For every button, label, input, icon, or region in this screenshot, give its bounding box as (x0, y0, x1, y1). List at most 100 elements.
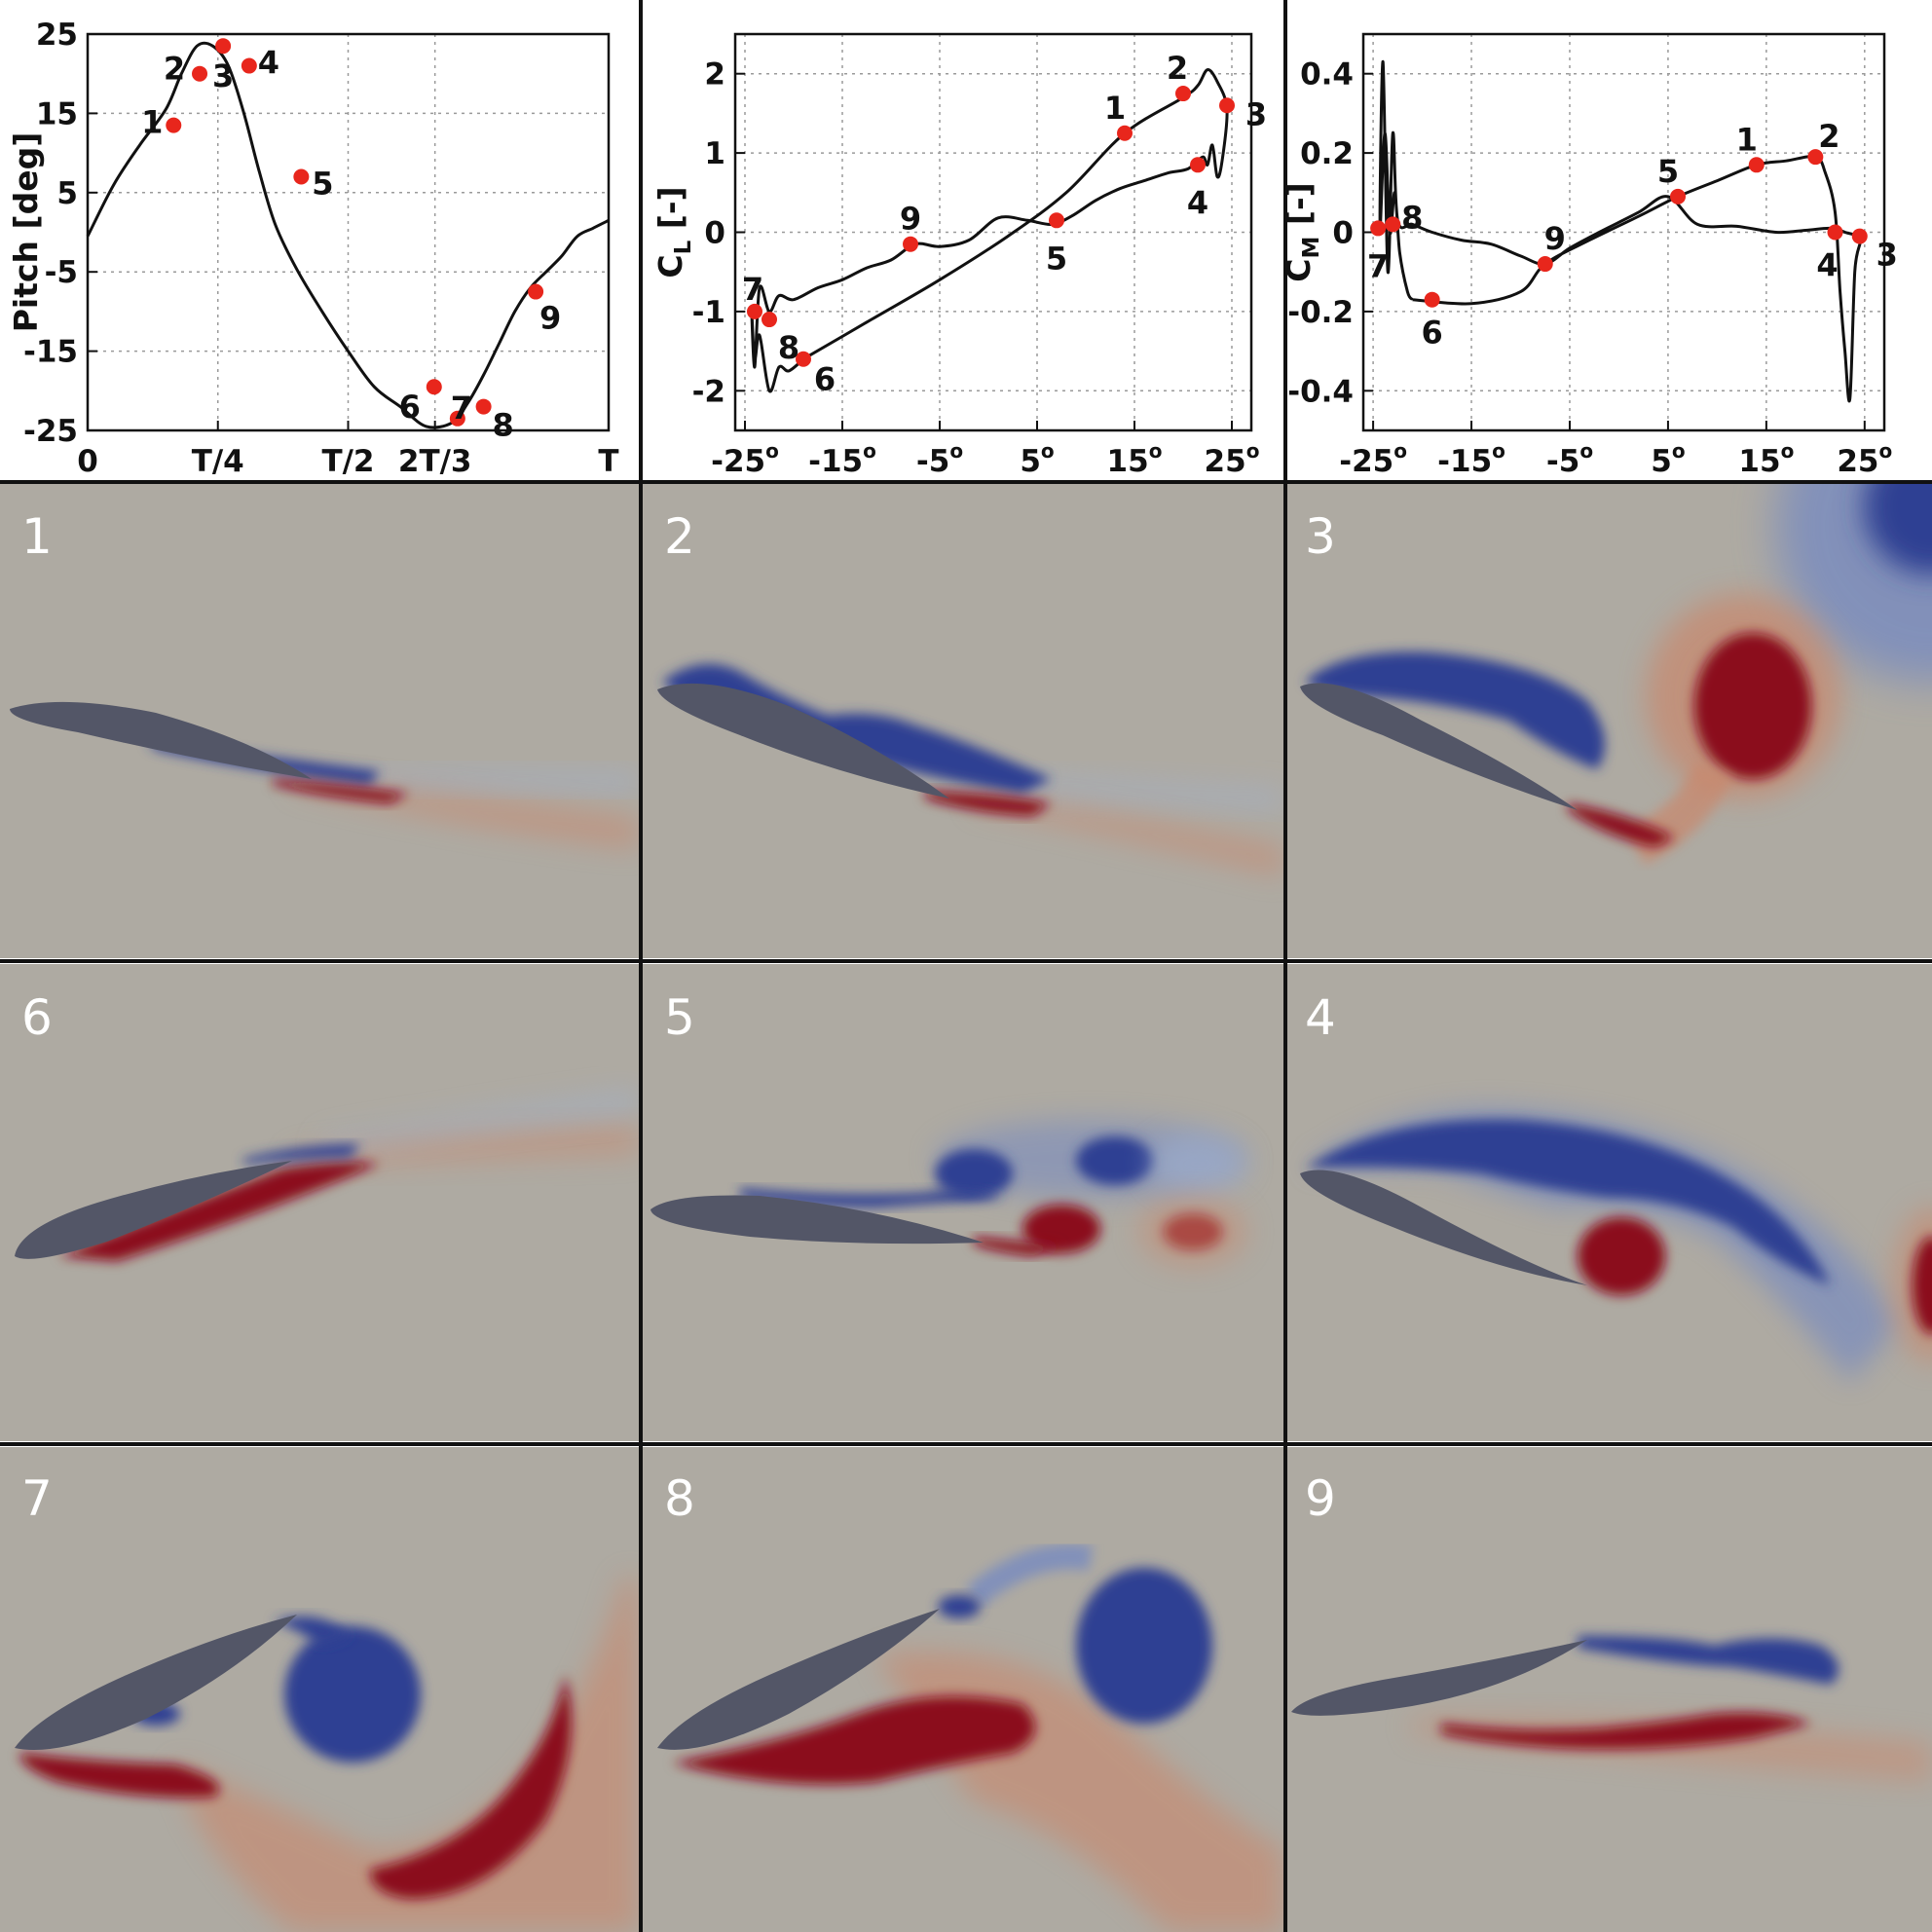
lift-y-tick-label-3: -1 (692, 295, 725, 330)
pitch-series-line-0 (86, 41, 610, 429)
moment-marker-6 (1424, 291, 1440, 308)
pitch-chart: 0 T/4 T/2 2T/3 T 25 15 5 -5 -15 -25 Pitch [deg] 12 3 4… (7, 18, 619, 479)
lift-marker-7 (747, 303, 762, 319)
lift-marker-8 (762, 312, 777, 328)
panel-label-6: 6 (21, 989, 53, 1046)
pitch-x-tick-label-1: T/4 (192, 444, 244, 479)
moment-marker-5 (1670, 188, 1687, 204)
lift-marker-label-3: 3 (1245, 95, 1267, 132)
lift-marker-label-8: 8 (778, 329, 799, 366)
lift-marker-label-1: 1 (1104, 90, 1126, 127)
moment-x-tick-label-4: 15o (1738, 439, 1794, 479)
snapshot-panel-6 (0, 964, 639, 1441)
pitch-marker-6 (426, 379, 442, 395)
pitch-marker-label-2: 2 (164, 51, 185, 88)
pitch-y-axis-label: Pitch [deg] (7, 132, 45, 333)
lift-y-tick-label-1: 1 (704, 136, 725, 171)
lift-marker-4 (1190, 157, 1206, 173)
moment-marker-label-9: 9 (1544, 220, 1566, 257)
lift-marker-6 (796, 351, 811, 367)
lift-x-tick-label-1: -15o (808, 439, 876, 479)
pitch-marker-8 (475, 398, 492, 415)
lift-marker-1 (1117, 125, 1133, 141)
moment-x-tick-label-0: -25o (1339, 439, 1407, 479)
snapshot-panel-1 (0, 484, 639, 958)
panel-label-1: 1 (21, 508, 53, 565)
moment-marker-label-1: 1 (1736, 121, 1758, 158)
moment-marker-label-8: 8 (1401, 199, 1423, 236)
moment-marker-label-4: 4 (1816, 247, 1838, 284)
pitch-marker-1 (166, 117, 182, 133)
pitch-y-tick-label-4: -15 (23, 335, 78, 370)
snapshot-panel-9 (1287, 1447, 1932, 1932)
moment-marker-label-2: 2 (1818, 118, 1839, 155)
pitch-marker-2 (192, 65, 208, 82)
snapshot-panel-2 (643, 484, 1283, 958)
moment-marker-7 (1370, 220, 1387, 237)
moment-y-tick-label-1: 0.2 (1300, 136, 1354, 171)
panel-label-7: 7 (21, 1470, 53, 1527)
lift-x-tick-label-3: 5o (1020, 439, 1054, 479)
lift-marker-3 (1219, 97, 1235, 114)
moment-marker-label-3: 3 (1876, 237, 1898, 274)
moment-y-tick-label-2: 0 (1332, 216, 1354, 251)
pitch-marker-9 (528, 283, 544, 300)
lift-marker-label-4: 4 (1187, 184, 1208, 221)
pitch-marker-7 (449, 410, 465, 427)
lift-marker-2 (1175, 86, 1191, 102)
snapshot-panel-8 (643, 1447, 1283, 1932)
moment-y-tick-label-3: -0.2 (1287, 295, 1354, 330)
pitch-marker-label-7: 7 (451, 390, 472, 427)
moment-marker-9 (1537, 256, 1553, 273)
moment-marker-label-7: 7 (1367, 247, 1389, 284)
panel-label-8: 8 (664, 1470, 695, 1527)
snapshot-panels: 1 2 3 6 5 4 7 8 9 (0, 484, 1932, 1932)
lift-x-tick-label-2: -5o (916, 439, 963, 479)
snapshot-panel-4 (1287, 964, 1932, 1441)
pitch-marker-label-6: 6 (399, 389, 421, 426)
pitch-marker-label-8: 8 (492, 407, 513, 444)
pitch-marker-label-3: 3 (212, 57, 234, 94)
moment-x-tick-label-2: -5o (1546, 439, 1593, 479)
moment-series-line-0 (1378, 59, 1862, 403)
pitch-x-tick-label-3: 2T/3 (398, 444, 472, 479)
lift-y-tick-label-4: -2 (692, 374, 725, 409)
moment-x-tick-label-1: -15o (1437, 439, 1505, 479)
pitch-y-tick-label-2: 5 (56, 176, 78, 211)
pitch-x-tick-label-2: T/2 (321, 444, 374, 479)
panel-label-4: 4 (1305, 989, 1336, 1046)
lift-x-tick-label-0: -25o (711, 439, 779, 479)
lift-series-line-0 (750, 68, 1229, 393)
lift-x-tick-label-5: 25o (1205, 439, 1260, 479)
lift-marker-label-7: 7 (742, 271, 763, 308)
moment-marker-4 (1827, 224, 1843, 241)
moment-x-tick-label-3: 5o (1651, 439, 1685, 479)
pitch-marker-label-5: 5 (312, 166, 333, 203)
lift-y-tick-label-0: 2 (704, 57, 725, 93)
pitch-x-tick-label-0: 0 (77, 444, 98, 479)
pitch-y-tick-label-1: 15 (36, 96, 78, 131)
moment-marker-label-6: 6 (1422, 315, 1443, 352)
panel-label-9: 9 (1305, 1470, 1336, 1527)
pitch-marker-5 (293, 168, 310, 185)
lift-marker-9 (903, 236, 918, 252)
lift-marker-label-6: 6 (814, 361, 836, 398)
lift-marker-label-9: 9 (900, 201, 921, 238)
snapshot-panel-7 (0, 1447, 639, 1932)
moment-marker-1 (1748, 157, 1765, 173)
pitch-marker-4 (241, 57, 257, 74)
panel-label-5: 5 (664, 989, 695, 1046)
panel-label-3: 3 (1305, 508, 1336, 565)
lift-marker-5 (1049, 212, 1064, 229)
moment-marker-8 (1385, 216, 1401, 233)
pitch-y-tick-label-5: -25 (23, 414, 78, 449)
moment-marker-label-5: 5 (1657, 153, 1679, 190)
panel-label-2: 2 (664, 508, 695, 565)
moment-marker-3 (1851, 228, 1868, 244)
pitch-marker-label-9: 9 (539, 300, 561, 337)
panel-labels: 1 2 3 6 5 4 7 8 9 (21, 508, 1336, 1527)
